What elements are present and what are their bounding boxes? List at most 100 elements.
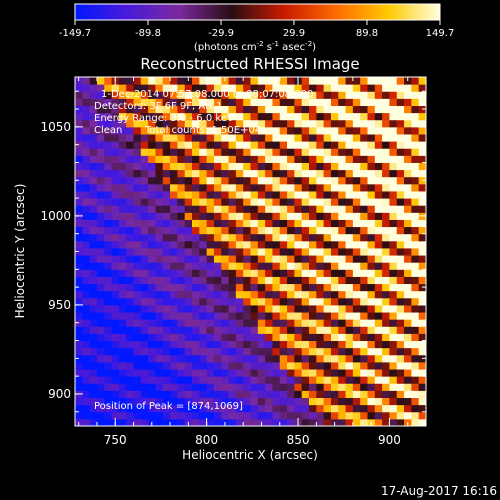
heatmap-cell (272, 312, 281, 320)
heatmap-cell (374, 390, 383, 399)
heatmap-cell (330, 290, 339, 299)
heatmap-cell (279, 369, 288, 377)
heatmap-cell (374, 262, 383, 270)
heatmap-cell (221, 383, 230, 391)
heatmap-cell (338, 205, 347, 213)
heatmap-cell (228, 233, 237, 242)
heatmap-cell (228, 276, 237, 285)
heatmap-cell (104, 240, 113, 249)
heatmap-cell (272, 383, 281, 391)
heatmap-cell (213, 169, 222, 178)
heatmap-cell (155, 411, 164, 420)
heatmap-cell (352, 91, 361, 99)
heatmap-cell (309, 155, 317, 163)
heatmap-cell (228, 126, 237, 135)
heatmap-cell (118, 112, 127, 121)
heatmap-cell (235, 297, 244, 306)
heatmap-cell (367, 240, 376, 249)
heatmap-cell (118, 333, 127, 342)
heatmap-cell (111, 383, 120, 391)
heatmap-cell (301, 418, 310, 426)
heatmap-cell (199, 354, 208, 363)
heatmap-cell (133, 283, 142, 292)
heatmap-cell (89, 312, 98, 320)
heatmap-cell (148, 304, 156, 313)
heatmap-cell (265, 383, 273, 391)
heatmap-cell (199, 340, 208, 349)
heatmap-cell (396, 376, 405, 384)
heatmap-cell (374, 155, 383, 163)
heatmap-cell (235, 283, 244, 292)
heatmap-cell (257, 205, 266, 213)
heatmap-cell (382, 233, 390, 242)
heatmap-cell (411, 354, 420, 363)
heatmap-cell (170, 319, 178, 327)
heatmap-cell (389, 347, 398, 356)
heatmap-cell (96, 319, 105, 327)
heatmap-cell (367, 176, 376, 185)
heatmap-cell (367, 304, 376, 313)
heatmap-cell (111, 369, 120, 377)
heatmap-cell (316, 354, 325, 363)
heatmap-cell (75, 326, 83, 334)
heatmap-cell (192, 77, 200, 85)
heatmap-cell (287, 326, 295, 334)
heatmap-cell (148, 276, 156, 285)
heatmap-cell (243, 411, 251, 420)
heatmap-cell (228, 304, 237, 313)
heatmap-cell (170, 155, 178, 163)
heatmap-cell (213, 141, 222, 149)
heatmap-cell (404, 269, 412, 277)
heatmap-cell (279, 112, 288, 121)
heatmap-cell (213, 269, 222, 277)
heatmap-cell (89, 112, 98, 121)
heatmap-cell (287, 247, 295, 256)
heatmap-cell (170, 183, 178, 192)
heatmap-cell (330, 198, 339, 206)
heatmap-cell (257, 383, 266, 391)
heatmap-cell (126, 112, 134, 121)
heatmap-cell (243, 126, 251, 135)
heatmap-cell (330, 98, 339, 106)
heatmap-cell (75, 297, 83, 306)
heatmap-cell (360, 176, 368, 185)
heatmap-cell (235, 411, 244, 420)
heatmap-cell (301, 312, 310, 320)
heatmap-cell (126, 319, 134, 327)
heatmap-cell (294, 233, 303, 242)
heatmap-cell (75, 133, 83, 142)
heatmap-cell (330, 84, 339, 92)
heatmap-cell (323, 361, 332, 370)
heatmap-cell (118, 198, 127, 206)
heatmap-cell (228, 361, 237, 370)
heatmap-cell (404, 205, 412, 213)
heatmap-cell (374, 397, 383, 406)
heatmap-cell (162, 361, 171, 370)
heatmap-cell (338, 183, 347, 192)
heatmap-cell (257, 269, 266, 277)
heatmap-cell (235, 369, 244, 377)
heatmap-cell (235, 390, 244, 399)
heatmap-cell (418, 262, 426, 270)
heatmap-cell (352, 354, 361, 363)
heatmap-cell (111, 198, 120, 206)
heatmap-cell (213, 390, 222, 399)
heatmap-cell (389, 183, 398, 192)
heatmap-cell (235, 190, 244, 199)
heatmap-cell (367, 390, 376, 399)
heatmap-cell (184, 112, 193, 121)
heatmap-cell (126, 283, 134, 292)
heatmap-cell (301, 91, 310, 99)
heatmap-cell (323, 304, 332, 313)
heatmap-cell (177, 162, 186, 171)
heatmap-cell (126, 383, 134, 391)
heatmap-cell (206, 98, 215, 106)
heatmap-cell (418, 304, 426, 313)
heatmap-cell (352, 212, 361, 220)
heatmap-cell (192, 133, 200, 142)
heatmap-cell (338, 397, 347, 406)
heatmap-cell (309, 233, 317, 242)
heatmap-cell (177, 98, 186, 106)
heatmap-cell (345, 361, 354, 370)
heatmap-cell (126, 376, 134, 384)
